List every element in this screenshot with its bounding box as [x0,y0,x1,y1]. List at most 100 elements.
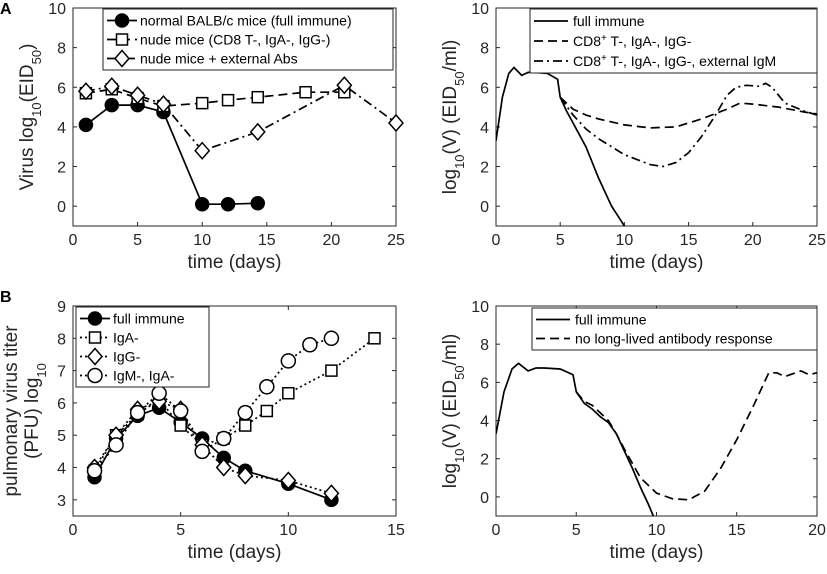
y-tick-label: 6 [480,375,489,392]
x-tick-label: 20 [808,522,826,539]
legend-box [529,8,818,74]
legend-label: full immune [113,311,185,327]
legend-label: full immune [573,13,645,29]
y-tick-label: 2 [480,452,489,469]
y-tick-label: 8 [57,41,66,58]
data-point [129,404,146,421]
y-tick-label: 4 [57,461,66,478]
x-tick-label: 15 [258,232,276,249]
x-axis-label: time (days) [610,542,704,563]
y-axis-label: log10(V) (EID50/ml) [440,40,467,195]
data-point [239,419,252,432]
data-point [104,97,120,113]
panel-letter-b: B [0,289,12,306]
data-point [151,385,167,401]
data-point [280,471,297,490]
data-point [195,96,209,110]
x-axis-label: time (days) [188,252,282,273]
y-tick-label: 3 [57,493,66,510]
x-tick-label: 15 [728,522,746,539]
x-tick-label: 20 [744,232,762,249]
y-tick-label: 4 [57,120,66,137]
x-tick-label: 25 [808,232,826,249]
data-point [259,379,275,395]
data-point [78,117,94,133]
y-axis-label: Virus log10(EID50) [17,44,44,191]
legend-label: CD8+ T-, IgA-, IgG- [573,33,692,50]
y-tick-label: 0 [480,490,489,507]
legend-marker [114,49,130,68]
x-tick-label: 10 [616,232,634,249]
data-point [103,77,120,96]
x-tick-label: 0 [69,232,78,249]
legend-marker [87,367,103,384]
x-tick-label: 10 [648,522,666,539]
legend-label: IgA- [113,330,139,346]
data-point [302,337,318,353]
chart-B-right: 0 5 10 15 20 0 2 4 6 8 10 time (days) log10(V) (EID5… [440,299,826,563]
data-point [194,443,210,460]
data-point [172,403,189,419]
legend-label: no long-lived antibody response [575,331,773,347]
x-tick-label: 0 [492,232,501,249]
y-tick-label: 8 [57,331,66,348]
y-tick-label: 5 [57,428,66,445]
legend: full immune no long-lived antibody respon… [531,307,818,351]
y-tick-label: 2 [480,160,489,177]
data-point [215,458,232,477]
data-point [194,196,210,212]
y-axis-label-line2: (PFU) log10 [22,363,49,459]
y-axis-label-line1: pulmonary virus titer [1,325,22,497]
series-line-0 [496,66,626,226]
data-point [237,404,254,421]
x-tick-label: 25 [387,232,405,249]
y-tick-label: 6 [57,396,66,413]
legend: normal BALB/c mice (full immune) nude mic… [102,8,394,71]
legend: full immune IgA- IgG- IgM-, IgA- [75,306,210,388]
data-point [260,404,274,418]
legend-marker [88,331,102,344]
y-tick-label: 0 [480,199,489,216]
series-line-1 [575,369,817,501]
data-point [129,86,146,105]
x-tick-label: 15 [387,522,405,539]
series-line-2 [559,82,817,168]
y-tick-label: 7 [57,364,66,381]
axes-box [72,305,397,517]
x-tick-label: 5 [556,232,565,249]
data-point [237,466,254,485]
x-tick-label: 0 [69,522,78,539]
legend-box [531,307,818,351]
y-tick-label: 4 [480,414,489,431]
data-point [194,141,211,160]
series-line-2 [93,400,332,495]
series-line-1 [559,96,817,129]
x-axis-label: time (days) [610,252,704,273]
data-point [299,85,312,99]
legend-label: normal BALB/c mice (full immune) [140,13,352,29]
chart-B-left: 0 5 10 15 3 4 5 6 7 8 9 time (days) pulmonary virus … [1,299,405,563]
data-point [86,463,103,479]
y-tick-label: 4 [480,120,489,137]
chart-A-right: 0 5 10 15 20 25 0 2 4 6 8 10 time (days) log10(V) (EI… [440,1,826,273]
x-tick-label: 5 [176,522,185,539]
x-axis-label: time (days) [188,542,282,563]
x-tick-label: 20 [323,232,341,249]
y-tick-label: 2 [57,160,66,177]
y-tick-label: 10 [471,1,489,18]
x-tick-label: 10 [193,232,211,249]
x-tick-label: 15 [680,232,698,249]
data-point [174,419,187,432]
data-point [323,330,340,347]
axes-box [495,7,818,227]
y-tick-label: 9 [57,299,66,316]
data-point [368,332,381,345]
legend-label: nude mice + external Abs [140,51,298,67]
legend-label: nude mice (CD8 T-, IgA-, IgG-) [140,32,330,48]
data-point [108,437,124,453]
x-tick-label: 5 [133,232,142,249]
y-tick-label: 6 [480,80,489,97]
data-point [336,76,353,95]
y-tick-label: 6 [57,80,66,97]
